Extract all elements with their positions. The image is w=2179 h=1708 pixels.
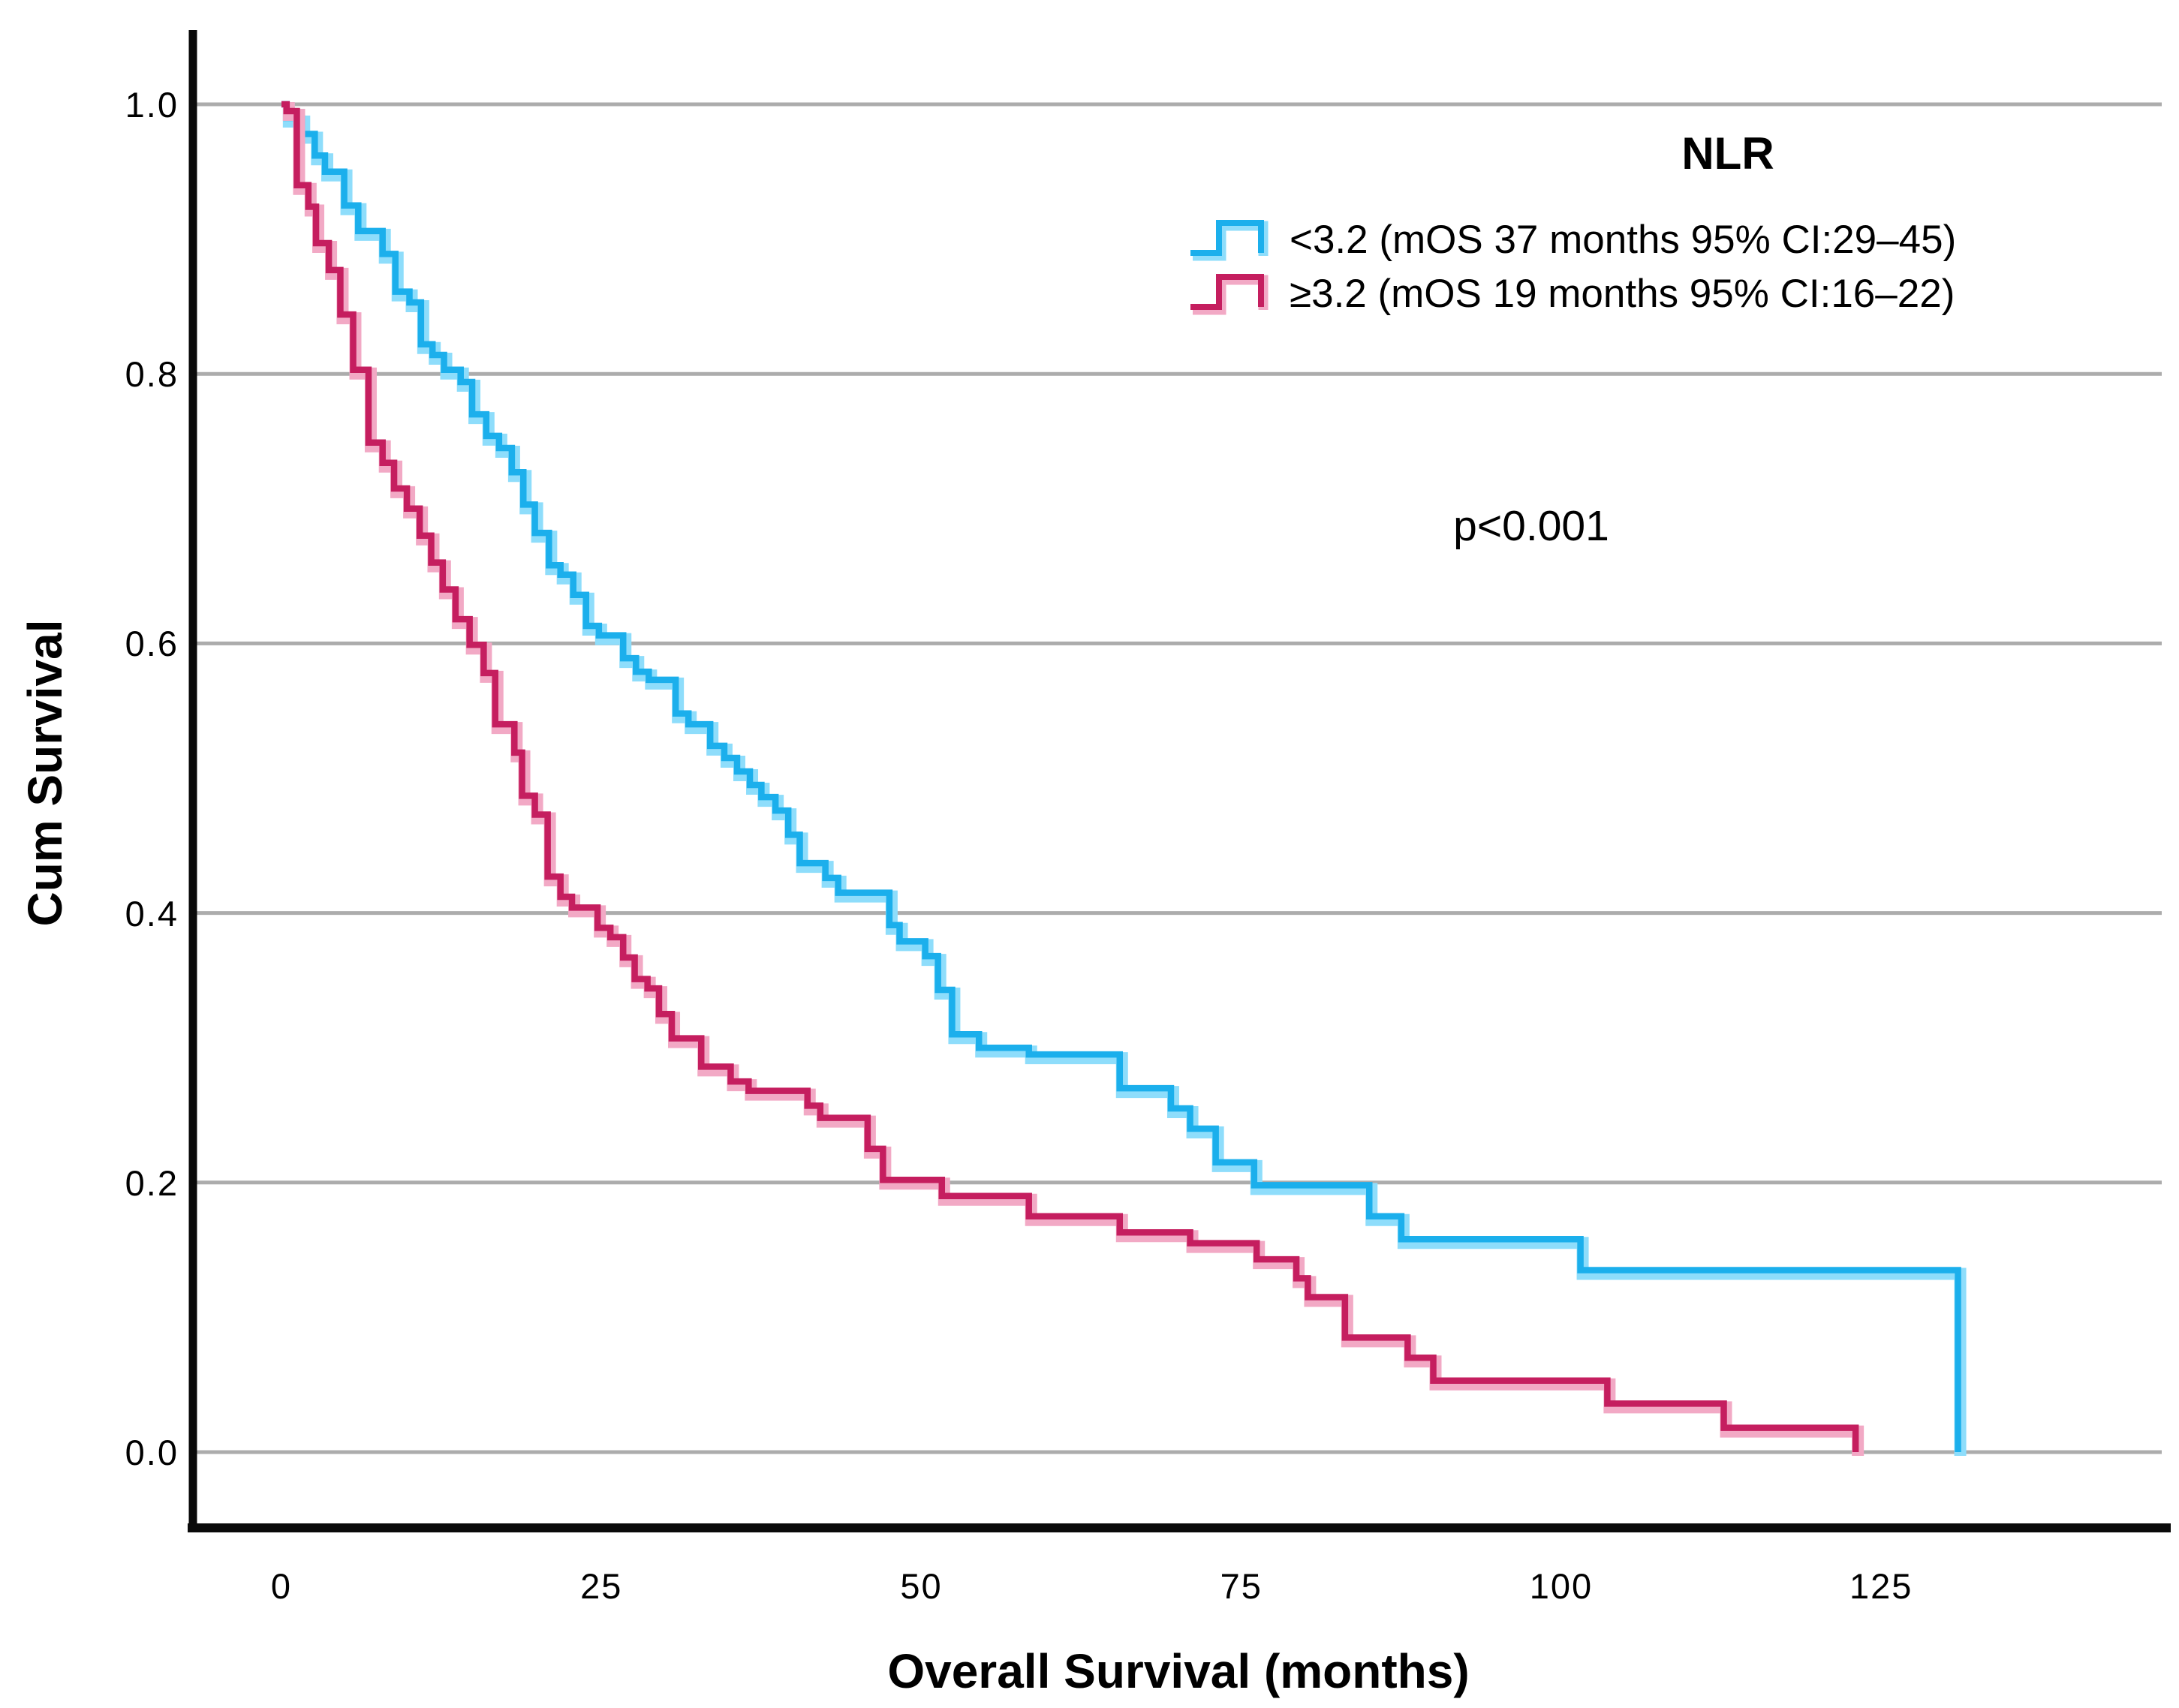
- legend-item-nlr-high: ≥3.2 (mOS 19 months 95% CI:16–22): [1187, 269, 1955, 318]
- x-tick-label: 125: [1849, 1566, 1913, 1606]
- x-tick-label: 25: [580, 1566, 623, 1606]
- x-axis-title: Overall Survival (months): [887, 1644, 1470, 1698]
- x-tick-label: 0: [270, 1566, 293, 1606]
- x-tick-label: 50: [900, 1566, 943, 1606]
- survival-curve-NLR_lt_3.2: [281, 101, 1961, 1452]
- p-value-annotation: p<0.001: [1453, 502, 1609, 550]
- legend-swatch-step-icon: [1190, 274, 1269, 315]
- survival-curve-NLR_ge_3.2: [281, 101, 1859, 1452]
- x-tick-label: 100: [1529, 1566, 1594, 1606]
- legend-label-nlr-low: <3.2 (mOS 37 months 95% CI:29–45): [1290, 217, 1957, 262]
- y-tick-label: 0.8: [125, 354, 179, 395]
- y-axis-title: Cum Survival: [18, 619, 72, 927]
- y-tick-label: 0.6: [125, 624, 179, 664]
- y-tick-label: 0.4: [125, 893, 179, 934]
- y-tick-label: 1.0: [125, 85, 179, 125]
- x-tick-label: 75: [1220, 1566, 1263, 1606]
- legend-swatch-step-icon: [1190, 220, 1269, 261]
- y-tick-label: 0.0: [125, 1433, 179, 1472]
- y-tick-label: 0.2: [125, 1162, 179, 1203]
- legend-item-nlr-low: <3.2 (mOS 37 months 95% CI:29–45): [1187, 215, 1956, 264]
- legend-label-nlr-high: ≥3.2 (mOS 19 months 95% CI:16–22): [1290, 271, 1955, 316]
- legend-title: NLR: [1681, 128, 1774, 179]
